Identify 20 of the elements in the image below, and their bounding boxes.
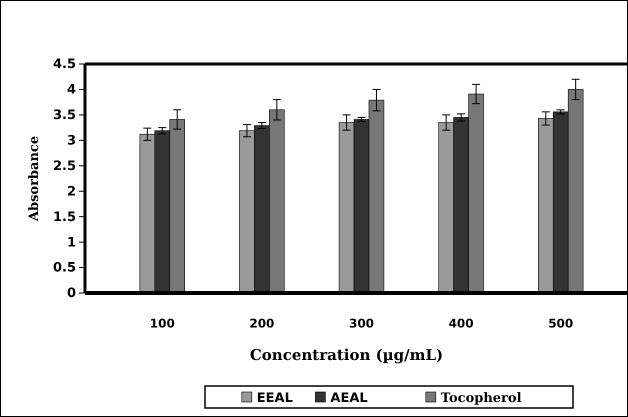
y-tick-label: 0.5 bbox=[52, 260, 76, 276]
y-tick-label: 1.5 bbox=[52, 210, 76, 225]
y-tick-label: 3.5 bbox=[52, 108, 76, 124]
y-tick-label: 1 bbox=[66, 235, 76, 250]
y-tick-label: 4.5 bbox=[52, 57, 76, 72]
y-tick-label: 2 bbox=[66, 184, 76, 200]
x-tick-label: 200 bbox=[249, 316, 274, 331]
legend-label: EEAL bbox=[256, 391, 293, 406]
x-tick-label: 100 bbox=[150, 316, 175, 331]
x-tick-label: 300 bbox=[348, 316, 374, 331]
x-tick-label: 500 bbox=[548, 316, 574, 331]
y-tick-label: 3 bbox=[66, 133, 76, 148]
x-axis-title: Concentration (µg/mL) bbox=[250, 346, 444, 364]
y-tick-label: 4 bbox=[66, 82, 76, 98]
legend-label: AEAL bbox=[330, 391, 368, 406]
y-axis-title: Absorbance bbox=[27, 136, 42, 222]
y-tick-label: 2.5 bbox=[52, 158, 76, 174]
x-tick-label: 400 bbox=[448, 316, 474, 331]
y-tick-label: 0 bbox=[66, 286, 76, 302]
legend-label: Tocopherol bbox=[440, 391, 522, 406]
